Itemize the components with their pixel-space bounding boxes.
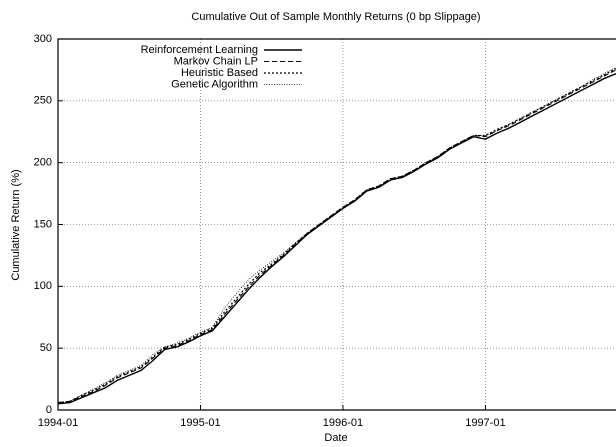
legend-label: Genetic Algorithm xyxy=(171,78,258,90)
plot-frame xyxy=(57,38,616,411)
x-tick-label: 1995-01 xyxy=(180,417,220,429)
x-tick-label: 1994-01 xyxy=(38,417,78,429)
series-line xyxy=(57,68,616,404)
legend-label: Markov Chain LP xyxy=(174,55,258,67)
legend-label: Heuristic Based xyxy=(181,67,258,79)
chart-title: Cumulative Out of Sample Monthly Returns… xyxy=(191,11,480,23)
x-tick-label: 1996-01 xyxy=(323,417,363,429)
x-axis-label: Date xyxy=(324,432,347,444)
y-tick-label: 100 xyxy=(34,280,52,292)
y-tick-label: 250 xyxy=(34,95,52,107)
series-line xyxy=(57,72,616,405)
series-line xyxy=(57,67,616,405)
series-line xyxy=(57,69,616,404)
y-tick-label: 50 xyxy=(40,342,52,354)
y-axis-label: Cumulative Return (%) xyxy=(10,169,22,280)
y-tick-label: 150 xyxy=(34,218,52,230)
y-tick-label: 200 xyxy=(34,157,52,169)
legend-label: Reinforcement Learning xyxy=(141,44,258,56)
x-tick-label: 1997-01 xyxy=(465,417,505,429)
y-tick-label: 300 xyxy=(34,33,52,45)
y-tick-label: 0 xyxy=(46,404,52,416)
